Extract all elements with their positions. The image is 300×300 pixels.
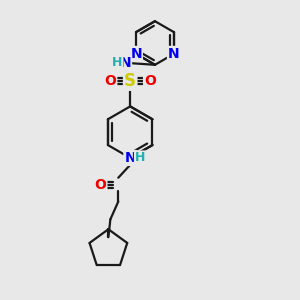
Text: O: O <box>144 74 156 88</box>
Text: S: S <box>124 72 136 90</box>
Text: N: N <box>124 151 136 165</box>
Text: N: N <box>119 56 131 70</box>
Text: O: O <box>94 178 106 192</box>
Text: N: N <box>130 47 142 61</box>
Text: H: H <box>135 152 145 164</box>
Text: N: N <box>168 47 180 61</box>
Text: H: H <box>112 56 122 69</box>
Text: O: O <box>104 74 116 88</box>
